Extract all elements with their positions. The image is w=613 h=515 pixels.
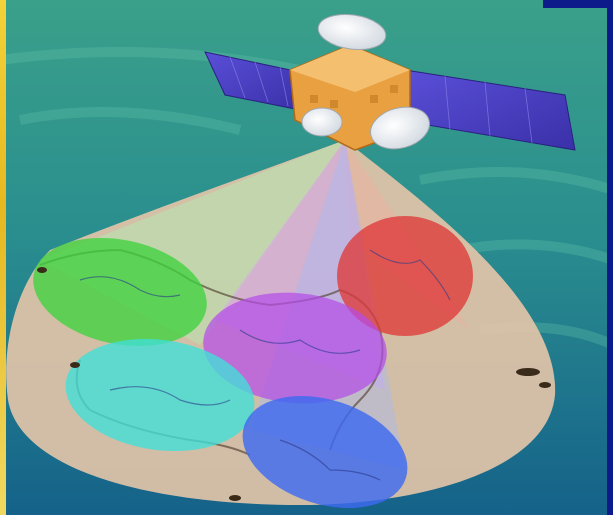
left-antenna-dish [301, 107, 343, 137]
right-frame-edge [607, 0, 613, 515]
beam-green [33, 237, 207, 347]
right-antenna-dish [370, 106, 430, 150]
beam-cyan [65, 338, 255, 452]
top-antenna-dish [317, 14, 387, 50]
wave-streaks [0, 47, 613, 350]
left-frame-edge [0, 0, 6, 515]
islands [37, 267, 551, 501]
top-right-frame-edge [543, 0, 613, 8]
beam-red [337, 216, 473, 336]
beam-purple [203, 292, 387, 404]
region-borders [79, 249, 451, 481]
beam-blue [242, 396, 408, 508]
satellite-icon [204, 14, 576, 151]
